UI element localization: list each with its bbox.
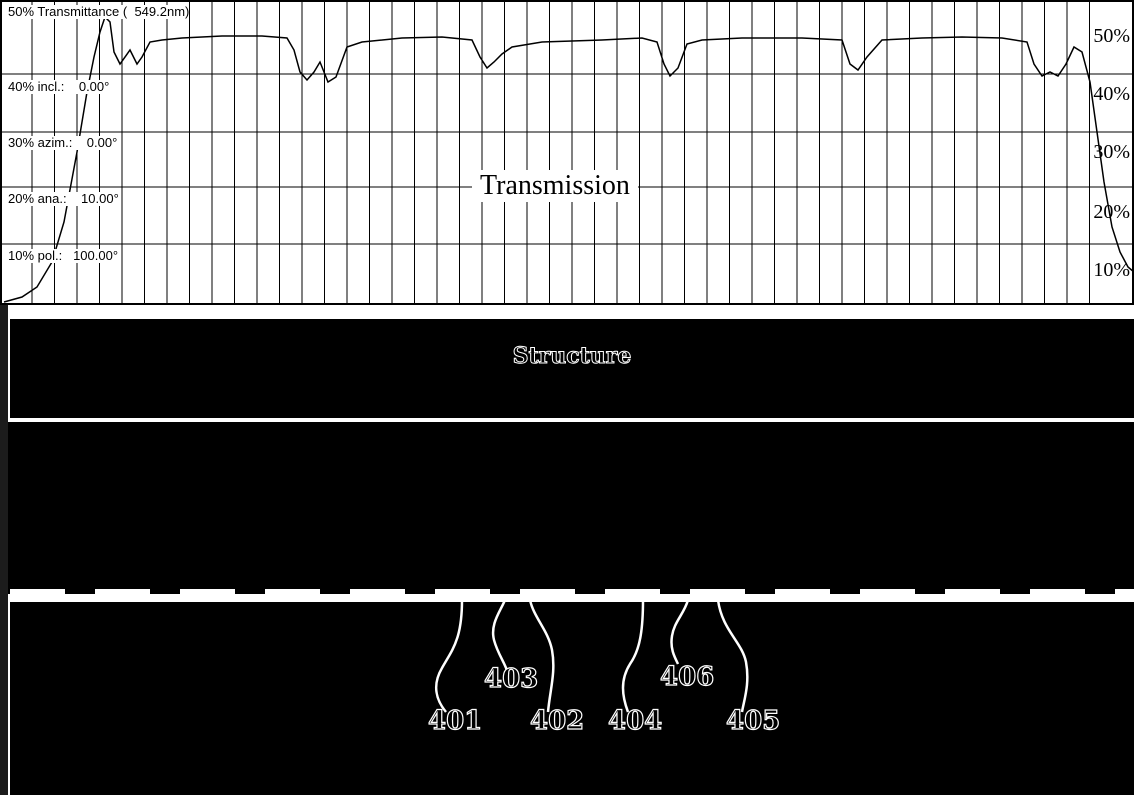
upper-electrode-2 xyxy=(180,589,235,594)
upper-electrode-6 xyxy=(520,589,575,594)
azim-label: 30% azim.: 0.00° xyxy=(8,135,118,150)
lower-electrode-6 xyxy=(560,596,610,600)
right-tick-50: 50% xyxy=(1093,25,1130,47)
lower-electrode-10 xyxy=(900,596,950,600)
lower-electrode-9 xyxy=(815,596,865,600)
lower-electrode-8 xyxy=(730,596,780,600)
ref-401: 401 xyxy=(427,705,483,736)
lower-electrode-7 xyxy=(645,596,695,600)
leader-402 xyxy=(528,599,555,713)
lower-electrode-12 xyxy=(1070,596,1120,600)
ana-label: 20% ana.: 10.00° xyxy=(8,191,119,206)
right-tick-10: 10% xyxy=(1093,259,1130,281)
transmission-title: Transmission xyxy=(472,170,638,202)
upper-electrode-8 xyxy=(690,589,745,594)
pol-label: 10% pol.: 100.00° xyxy=(8,248,119,263)
upper-electrode-11 xyxy=(945,589,1000,594)
upper-electrode-5 xyxy=(435,589,490,594)
leader-405 xyxy=(716,599,749,713)
structure-panel: Structure xyxy=(8,317,1134,420)
structure-title: Structure xyxy=(512,343,632,370)
upper-electrode-4 xyxy=(350,589,405,594)
right-tick-40: 40% xyxy=(1093,83,1130,105)
lower-electrode-4 xyxy=(390,596,440,600)
ref-405: 405 xyxy=(725,705,781,736)
upper-electrode-7 xyxy=(605,589,660,594)
leader-403 xyxy=(491,599,510,675)
leader-401 xyxy=(434,599,464,713)
lower-electrode-2 xyxy=(220,596,270,600)
upper-electrode-10 xyxy=(860,589,915,594)
transmission-chart: 50% Transmittance ( 549.2nm) 40% incl.: … xyxy=(0,0,1134,305)
transmittance-header: 50% Transmittance ( 549.2nm) xyxy=(8,4,190,19)
upper-electrode-13 xyxy=(1115,589,1134,594)
substrate-layer xyxy=(8,600,1134,795)
ref-402: 402 xyxy=(529,705,585,736)
lower-electrode-3 xyxy=(305,596,355,600)
ref-404: 404 xyxy=(607,705,663,736)
lower-electrode-11 xyxy=(985,596,1035,600)
upper-electrode-1 xyxy=(95,589,150,594)
lower-electrode-5 xyxy=(475,596,525,600)
leader-406 xyxy=(670,599,690,665)
incl-label: 40% incl.: 0.00° xyxy=(8,79,110,94)
upper-electrode-9 xyxy=(775,589,830,594)
ref-403: 403 xyxy=(483,663,539,694)
leader-lines xyxy=(434,599,749,713)
upper-electrode-3 xyxy=(265,589,320,594)
liquid-crystal-layer xyxy=(8,422,1134,594)
upper-electrode-12 xyxy=(1030,589,1085,594)
right-tick-20: 20% xyxy=(1093,201,1130,223)
lower-electrode-1 xyxy=(135,596,185,600)
leader-404 xyxy=(621,599,645,713)
upper-electrode-0 xyxy=(10,589,65,594)
left-edge-strip xyxy=(0,305,8,795)
right-tick-30: 30% xyxy=(1093,141,1130,163)
electrode-row xyxy=(10,589,1134,600)
ref-406: 406 xyxy=(659,661,715,692)
transmission-curve xyxy=(3,15,1134,303)
lower-electrode-0 xyxy=(50,596,100,600)
